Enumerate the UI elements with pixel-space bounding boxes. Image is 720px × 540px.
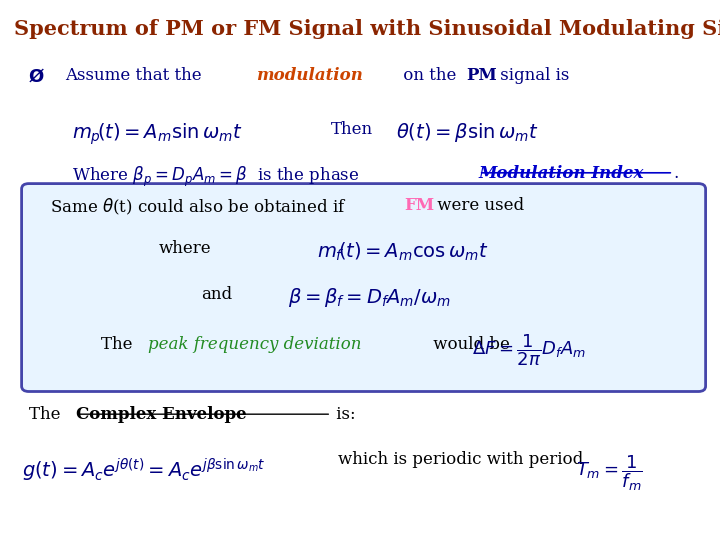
Text: and: and (202, 286, 233, 303)
Text: $m_p\!\left(t\right)= A_m\sin\omega_m t$: $m_p\!\left(t\right)= A_m\sin\omega_m t$ (72, 122, 243, 147)
Text: The: The (29, 406, 66, 423)
Text: $T_m = \dfrac{1}{f_m}$: $T_m = \dfrac{1}{f_m}$ (576, 454, 643, 493)
Text: on the: on the (398, 68, 462, 84)
Text: Same $\theta$(t) could also be obtained if: Same $\theta$(t) could also be obtained … (50, 197, 347, 217)
Text: The: The (101, 336, 138, 353)
Text: modulation: modulation (256, 68, 362, 84)
Text: Spectrum of PM or FM Signal with Sinusoidal Modulating Signal: Spectrum of PM or FM Signal with Sinusoi… (14, 19, 720, 39)
Text: Then: Then (331, 122, 374, 138)
Text: were used: were used (432, 197, 524, 214)
Text: .: . (673, 165, 678, 181)
FancyBboxPatch shape (22, 184, 706, 392)
Text: signal is: signal is (495, 68, 570, 84)
Text: PM: PM (467, 68, 498, 84)
Text: FM: FM (405, 197, 435, 214)
Text: $\beta = \beta_f = D_f A_m / \omega_m$: $\beta = \beta_f = D_f A_m / \omega_m$ (288, 286, 451, 309)
Text: peak frequency deviation: peak frequency deviation (148, 336, 361, 353)
Text: $\theta(t)= \beta\sin\omega_m t$: $\theta(t)= \beta\sin\omega_m t$ (396, 122, 539, 145)
Text: would be: would be (428, 336, 510, 353)
Text: Complex Envelope: Complex Envelope (76, 406, 246, 423)
Text: which is periodic with period: which is periodic with period (338, 451, 584, 468)
Text: Ø: Ø (29, 68, 44, 85)
Text: is:: is: (331, 406, 356, 423)
Text: $m_f\!\left(t\right)= A_m\cos\omega_m t$: $m_f\!\left(t\right)= A_m\cos\omega_m t$ (317, 240, 488, 262)
Text: Assume that the: Assume that the (65, 68, 207, 84)
Text: Modulation Index: Modulation Index (479, 165, 644, 181)
Text: Where $\beta_p = D_p A_m = \beta$  is the phase: Where $\beta_p = D_p A_m = \beta$ is the… (72, 165, 361, 189)
Text: $g(t)= A_c e^{j\theta(t)} = A_c e^{j\beta\sin\omega_m t}$: $g(t)= A_c e^{j\theta(t)} = A_c e^{j\bet… (22, 456, 265, 483)
Text: $\Delta F = \dfrac{1}{2\pi} D_f A_m$: $\Delta F = \dfrac{1}{2\pi} D_f A_m$ (472, 332, 585, 368)
Text: where: where (158, 240, 211, 257)
